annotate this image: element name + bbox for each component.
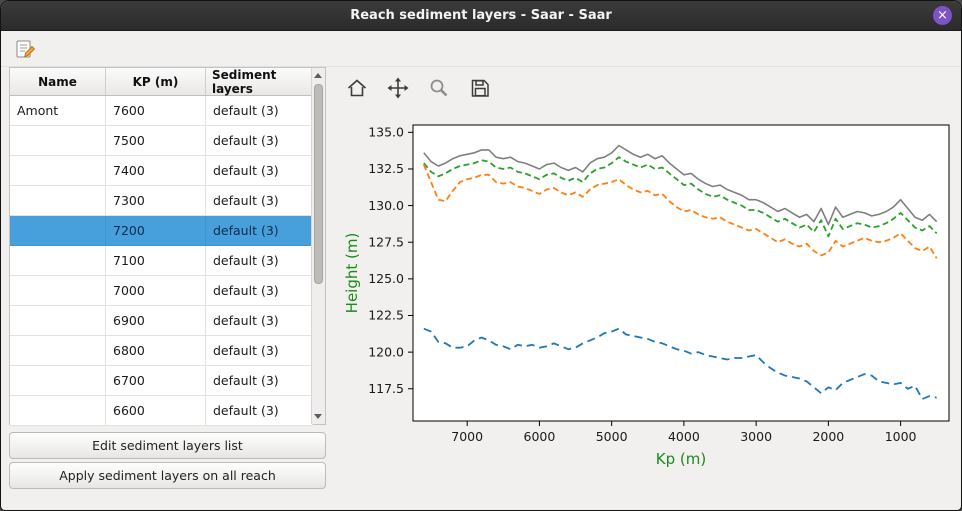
close-button[interactable]: × — [933, 6, 952, 25]
x-tick-label: 2000 — [812, 429, 844, 444]
cell-sediment-layers[interactable]: default (3) — [206, 126, 313, 156]
cell-kp[interactable]: 7200 — [106, 216, 206, 246]
x-tick-label: 7000 — [451, 429, 483, 444]
edit-sediment-layers-list-button[interactable]: Edit sediment layers list — [9, 432, 326, 459]
cell-kp[interactable]: 6700 — [106, 366, 206, 396]
window-title: Reach sediment layers - Saar - Saar — [350, 8, 612, 23]
cell-kp[interactable]: 6800 — [106, 336, 206, 366]
plot-save-button[interactable] — [465, 73, 495, 103]
table-row[interactable]: 7000 default (3) — [10, 276, 313, 306]
apply-sediment-layers-button[interactable]: Apply sediment layers on all reach — [9, 462, 326, 489]
y-tick-label: 127.5 — [368, 234, 404, 249]
app-toolbar — [1, 31, 961, 67]
x-tick-label: 1000 — [885, 429, 917, 444]
plot-pan-button[interactable] — [383, 73, 413, 103]
table-row[interactable]: 7400 default (3) — [10, 156, 313, 186]
x-tick-label: 5000 — [596, 429, 628, 444]
series-layer-2 — [422, 164, 938, 259]
plot-toolbar — [342, 73, 495, 103]
table-row[interactable]: 6700 default (3) — [10, 366, 313, 396]
cell-name[interactable] — [10, 186, 106, 216]
titlebar[interactable]: Reach sediment layers - Saar - Saar × — [1, 1, 961, 31]
scroll-up-icon[interactable] — [312, 69, 324, 82]
y-tick-label: 125.0 — [368, 271, 404, 286]
plot-home-button[interactable] — [342, 73, 372, 103]
cell-kp[interactable]: 7000 — [106, 276, 206, 306]
chart[interactable]: 7000 6000 5000 4000 3000 2000 1000 117.5 120.0 12… — [337, 111, 959, 477]
x-tick-label: 6000 — [524, 429, 556, 444]
cell-kp[interactable]: 7600 — [106, 96, 206, 126]
table-row[interactable]: 6900 default (3) — [10, 306, 313, 336]
cell-name[interactable] — [10, 126, 106, 156]
pan-icon — [387, 77, 409, 99]
y-tick-label: 117.5 — [368, 381, 404, 396]
cell-sediment-layers[interactable]: default (3) — [206, 246, 313, 276]
header-kp[interactable]: KP (m) — [106, 68, 206, 95]
cell-name[interactable] — [10, 216, 106, 246]
table-row[interactable]: 6800 default (3) — [10, 336, 313, 366]
y-tick-label: 122.5 — [368, 308, 404, 323]
table-row[interactable]: 6600 default (3) — [10, 396, 313, 426]
table-scrollbar[interactable] — [311, 68, 325, 424]
cell-sediment-layers[interactable]: default (3) — [206, 336, 313, 366]
cell-name[interactable] — [10, 366, 106, 396]
cell-sediment-layers[interactable]: default (3) — [206, 156, 313, 186]
cell-name[interactable] — [10, 396, 106, 426]
cell-name[interactable]: Amont — [10, 96, 106, 126]
x-axis-label: Kp (m) — [656, 450, 706, 468]
cell-kp[interactable]: 6900 — [106, 306, 206, 336]
cell-sediment-layers[interactable]: default (3) — [206, 366, 313, 396]
table-row[interactable]: 7200 default (3) — [10, 216, 313, 246]
cell-kp[interactable]: 7500 — [106, 126, 206, 156]
y-tick-label: 132.5 — [368, 161, 404, 176]
x-tick-label: 3000 — [740, 429, 772, 444]
cell-kp[interactable]: 7300 — [106, 186, 206, 216]
header-name[interactable]: Name — [10, 68, 106, 95]
save-icon — [469, 77, 491, 99]
table-row[interactable]: 7500 default (3) — [10, 126, 313, 156]
y-tick-label: 120.0 — [368, 344, 404, 359]
table-header-row: Name KP (m) Sediment layers — [10, 68, 313, 96]
zoom-icon — [428, 77, 450, 99]
header-sediment-layers[interactable]: Sediment layers — [206, 68, 313, 96]
cell-name[interactable] — [10, 246, 106, 276]
cell-sediment-layers[interactable]: default (3) — [206, 96, 313, 126]
cell-name[interactable] — [10, 276, 106, 306]
cell-name[interactable] — [10, 336, 106, 366]
sediment-table: Name KP (m) Sediment layers Amont 7600 def… — [9, 67, 326, 426]
cell-sediment-layers[interactable]: default (3) — [206, 396, 313, 426]
y-tick-label: 135.0 — [368, 125, 404, 140]
scroll-down-icon[interactable] — [312, 410, 324, 423]
series-layer-1 — [423, 156, 938, 238]
cell-kp[interactable]: 7400 — [106, 156, 206, 186]
edit-sediment-button[interactable] — [10, 35, 40, 63]
cell-sediment-layers[interactable]: default (3) — [206, 216, 313, 246]
plot-zoom-button[interactable] — [424, 73, 454, 103]
y-tick-label: 130.0 — [368, 198, 404, 213]
scrollbar-thumb[interactable] — [314, 84, 323, 284]
cell-kp[interactable]: 6600 — [106, 396, 206, 426]
cell-name[interactable] — [10, 306, 106, 336]
series-bottom-level — [423, 327, 937, 400]
table-row[interactable]: 7100 default (3) — [10, 246, 313, 276]
cell-kp[interactable]: 7100 — [106, 246, 206, 276]
y-axis-label: Height (m) — [343, 233, 361, 314]
cell-sediment-layers[interactable]: default (3) — [206, 276, 313, 306]
table-row[interactable]: 7300 default (3) — [10, 186, 313, 216]
table-body: Amont 7600 default (3) 7500 default (3) 7400 d… — [10, 96, 313, 426]
notepad-pencil-icon — [14, 38, 36, 60]
cell-name[interactable] — [10, 156, 106, 186]
table-row[interactable]: Amont 7600 default (3) — [10, 96, 313, 126]
home-icon — [346, 77, 368, 99]
cell-sediment-layers[interactable]: default (3) — [206, 306, 313, 336]
cell-sediment-layers[interactable]: default (3) — [206, 186, 313, 216]
x-tick-label: 4000 — [668, 429, 700, 444]
close-icon: × — [937, 8, 948, 23]
series-top-level — [423, 144, 938, 226]
